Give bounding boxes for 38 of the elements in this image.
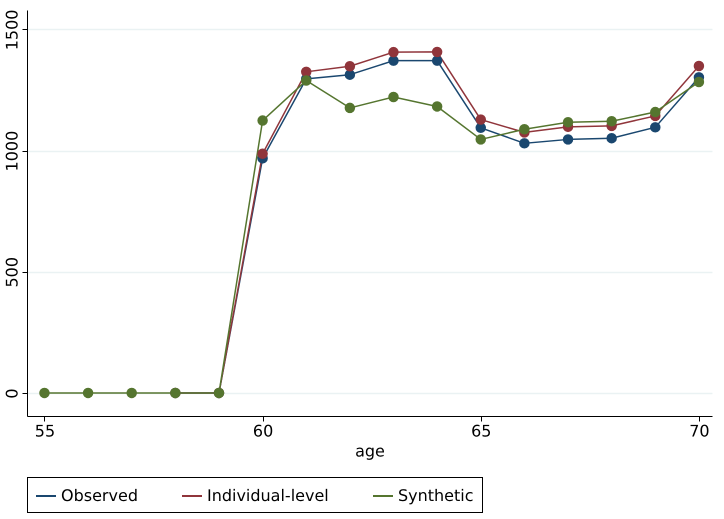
point bbox=[388, 92, 399, 102]
y-tick-label: 1000 bbox=[2, 130, 22, 172]
point bbox=[388, 46, 399, 58]
point bbox=[39, 388, 50, 398]
point bbox=[257, 148, 268, 159]
x-tick-label: 55 bbox=[34, 422, 56, 440]
point bbox=[694, 60, 704, 72]
point bbox=[476, 114, 486, 125]
legend-label: Individual-level bbox=[207, 486, 329, 505]
x-axis-title: age bbox=[355, 442, 385, 460]
y-tick-label: 1500 bbox=[2, 10, 22, 50]
y-tick-label: 0 bbox=[2, 388, 22, 399]
legend-label: Synthetic bbox=[398, 486, 474, 505]
point bbox=[650, 122, 661, 133]
point bbox=[257, 115, 268, 126]
point bbox=[519, 124, 530, 134]
x-tick-label: 65 bbox=[471, 422, 492, 440]
y-tick-label: 500 bbox=[2, 257, 22, 288]
point bbox=[432, 46, 442, 58]
x-tick-label: 70 bbox=[689, 422, 710, 440]
point bbox=[519, 138, 530, 149]
point bbox=[562, 116, 574, 128]
point bbox=[344, 61, 356, 72]
x-tick-label: 60 bbox=[252, 422, 274, 440]
point bbox=[650, 106, 661, 118]
point bbox=[344, 69, 356, 80]
point bbox=[606, 116, 617, 126]
point bbox=[606, 132, 617, 144]
point bbox=[432, 101, 442, 112]
point bbox=[476, 134, 486, 145]
legend-label: Observed bbox=[61, 486, 138, 505]
point bbox=[344, 102, 356, 114]
point bbox=[562, 134, 574, 145]
point bbox=[126, 388, 137, 398]
point bbox=[82, 388, 94, 398]
point bbox=[432, 55, 442, 66]
point bbox=[300, 66, 312, 78]
point bbox=[694, 76, 704, 88]
